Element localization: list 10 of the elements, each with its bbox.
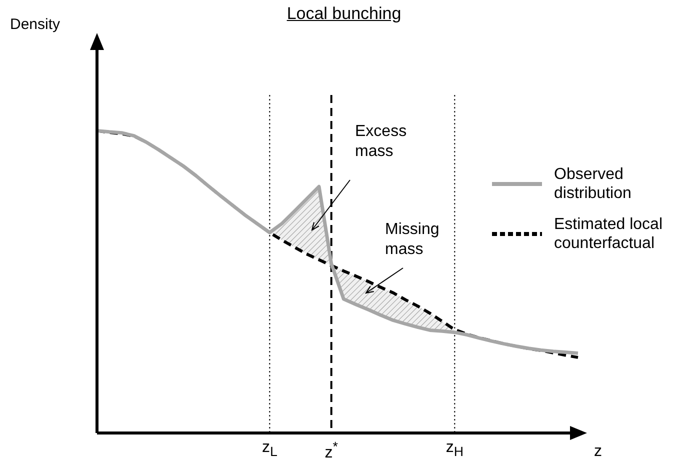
x-tick-label: z$_{H}$ xyxy=(444,439,464,460)
annotation: Missing mass xyxy=(385,220,440,260)
x-axis-title: z xyxy=(594,443,602,461)
annotation: Excess mass xyxy=(355,122,407,162)
x-tick-label: z$_{L}$ xyxy=(260,439,278,460)
x-tick-label: z$^{*}$ xyxy=(324,439,339,462)
legend-label: Observed distribution xyxy=(554,165,632,203)
legend-label: Estimated local counterfactual xyxy=(554,215,664,253)
chart-title: Local bunching xyxy=(286,4,402,23)
text: Density xyxy=(10,15,60,35)
